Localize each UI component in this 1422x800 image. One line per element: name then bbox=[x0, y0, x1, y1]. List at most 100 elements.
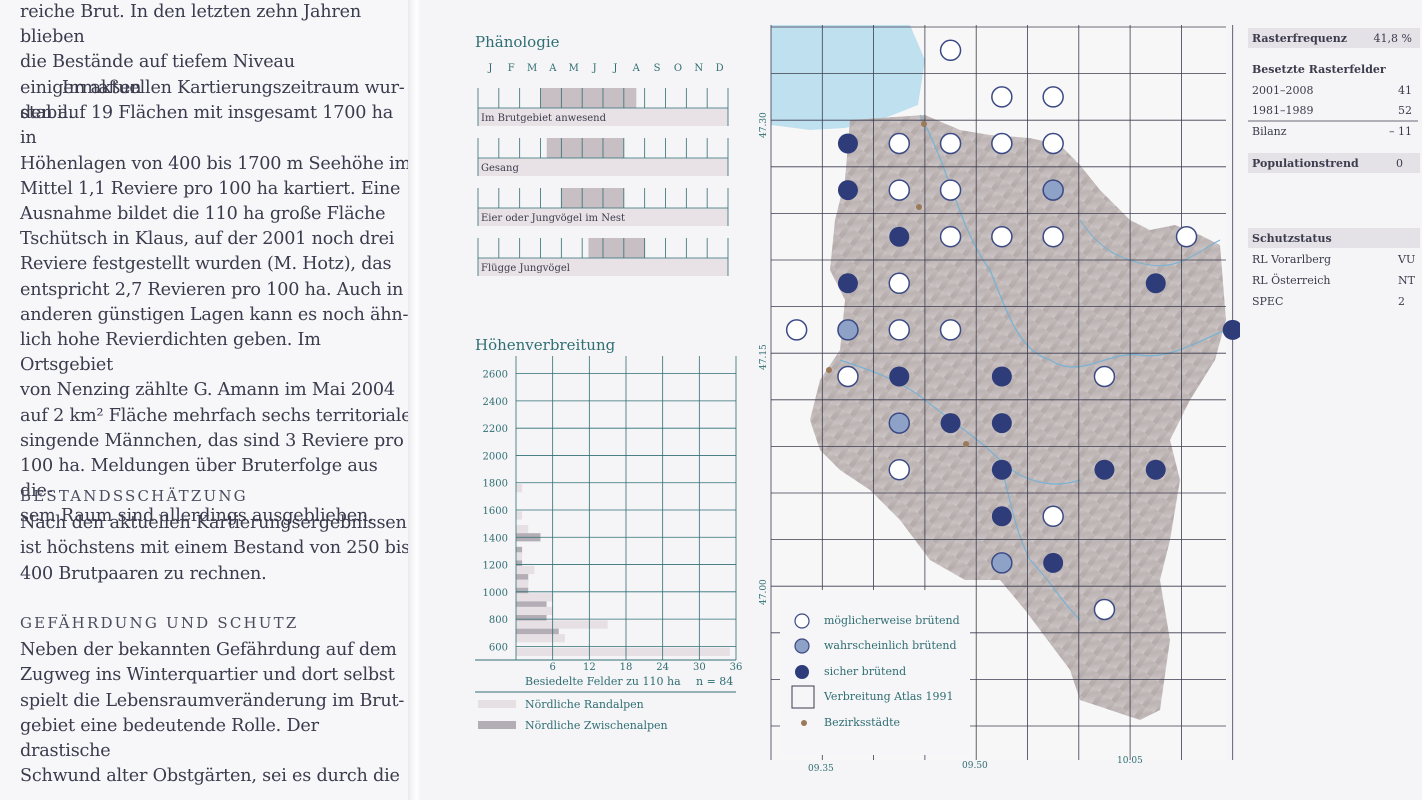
schutz-title: Schutzstatus bbox=[1252, 232, 1332, 245]
terrain-relief bbox=[810, 115, 1226, 720]
bar-randalpen bbox=[516, 593, 553, 602]
n-label: n = 84 bbox=[696, 675, 733, 688]
rasterfrequenz-value: 41,8 % bbox=[1374, 32, 1412, 45]
text-line: spielt die Lebensraumveränderung im Brut… bbox=[20, 690, 405, 711]
lon-label: 09.50 bbox=[962, 761, 988, 771]
river-2 bbox=[839, 359, 1081, 485]
paragraph-2: Im aktuellen Kartierungszeitraum wur- de… bbox=[20, 76, 412, 530]
record-certain-circle bbox=[991, 506, 1012, 527]
text-line: den auf 19 Flächen mit insgesamt 1700 ha… bbox=[20, 103, 394, 149]
stats-row-label: 1981–1989 bbox=[1252, 104, 1314, 117]
record-possible-circle bbox=[1042, 132, 1064, 155]
section-bestandsschaetzung: BESTANDSSCHÄTZUNG Nach den aktuellen Kar… bbox=[20, 484, 410, 587]
record-possible-circle bbox=[1042, 86, 1064, 108]
record-possible-circle bbox=[888, 179, 910, 201]
besetzte-title: Besetzte Rasterfelder bbox=[1252, 63, 1386, 76]
page-gutter bbox=[408, 0, 422, 800]
bar-randalpen bbox=[516, 647, 730, 656]
legend-zwischenalpen: Nördliche Zwischenalpen bbox=[525, 719, 668, 732]
town-marker bbox=[826, 367, 832, 373]
record-probable-circle bbox=[888, 412, 910, 434]
text-line: stabil. bbox=[20, 102, 74, 123]
legend-label: möglicherweise brütend bbox=[824, 614, 960, 627]
phenology-label-band bbox=[478, 108, 728, 126]
record-possible-circle bbox=[939, 179, 962, 201]
record-certain-circle bbox=[1145, 459, 1166, 480]
month-label: J bbox=[612, 63, 617, 74]
record-possible-circle bbox=[991, 86, 1013, 108]
text-line: sem Raum sind allerdings ausgeblieben. bbox=[20, 506, 374, 527]
phenology-bar bbox=[540, 88, 637, 108]
x-tick-label: 6 bbox=[549, 662, 555, 673]
section-heading: BESTANDSSCHÄTZUNG bbox=[20, 487, 248, 505]
record-possible-circle bbox=[991, 132, 1013, 155]
x-tick-label: 36 bbox=[730, 662, 743, 673]
lat-label: 47.15 bbox=[759, 344, 769, 370]
record-possible-circle bbox=[837, 365, 859, 388]
record-probable-circle bbox=[991, 552, 1013, 574]
schutz-row-value: VU bbox=[1397, 253, 1415, 266]
river-1 bbox=[919, 114, 1227, 368]
text-line: 100 ha. Meldungen über Bruterfolge aus d… bbox=[20, 456, 378, 502]
trend-label: Populationstrend bbox=[1252, 157, 1359, 170]
month-label: M bbox=[527, 63, 537, 74]
phenology-label-band bbox=[478, 158, 728, 176]
phenology-row-label: Eier oder Jungvögel im Nest bbox=[481, 213, 625, 224]
phenology-title: Phänologie bbox=[475, 33, 560, 51]
phenology-label-band bbox=[478, 208, 728, 226]
stats-row-label: Bilanz bbox=[1252, 125, 1287, 138]
x-tick-label: 12 bbox=[583, 662, 596, 673]
bar-randalpen bbox=[516, 511, 523, 520]
stats-row-label: 2001–2008 bbox=[1252, 84, 1314, 97]
bar-randalpen bbox=[516, 606, 553, 615]
lon-label: 10.05 bbox=[1117, 756, 1143, 766]
stats-panel: Rasterfrequenz 41,8 % Besetzte Rasterfel… bbox=[1248, 28, 1420, 308]
record-certain-circle bbox=[889, 366, 910, 387]
paragraph-1: reiche Brut. In den letzten zehn Jahren … bbox=[20, 0, 412, 126]
text-line: reiche Brut. In den letzten zehn Jahren … bbox=[20, 2, 361, 48]
record-certain-circle bbox=[940, 413, 961, 434]
record-possible-circle bbox=[939, 132, 962, 155]
record-certain-circle bbox=[889, 226, 910, 247]
month-label: A bbox=[548, 63, 557, 74]
y-tick-label: 1800 bbox=[483, 479, 508, 490]
phenology-bar bbox=[561, 188, 624, 208]
text-line: gebiet eine bedeutende Rolle. Der drasti… bbox=[20, 715, 319, 762]
x-tick-label: 30 bbox=[693, 662, 706, 673]
record-possible-circle bbox=[888, 272, 910, 295]
schutz-bar bbox=[1248, 228, 1420, 248]
text-line: 400 Brutpaaren zu rechnen. bbox=[20, 563, 267, 584]
text-line: Höhenlagen von 400 bis 1700 m Seehöhe im bbox=[20, 153, 411, 174]
y-tick-label: 1400 bbox=[483, 533, 508, 544]
text-line: anderen günstigen Lagen kann es noch ähn… bbox=[20, 304, 409, 325]
y-tick-label: 1600 bbox=[483, 506, 508, 517]
phenology-row-label: Im Brutgebiet anwesend bbox=[481, 113, 607, 124]
map-records bbox=[785, 39, 1240, 621]
lat-label: 47.00 bbox=[759, 579, 769, 605]
record-certain-circle bbox=[837, 273, 858, 294]
record-possible-circle bbox=[888, 458, 910, 481]
month-label: S bbox=[654, 63, 661, 74]
record-possible-circle bbox=[1175, 225, 1198, 248]
legend-probable-icon bbox=[794, 638, 810, 654]
legend-swatch-zwischenalpen bbox=[478, 721, 516, 729]
y-tick-label: 1200 bbox=[483, 561, 508, 572]
phenology-label-band bbox=[478, 258, 728, 276]
bar-randalpen bbox=[516, 579, 529, 588]
bar-randalpen bbox=[516, 552, 523, 561]
bar-zwischenalpen bbox=[516, 601, 547, 610]
trend-bar bbox=[1248, 153, 1420, 173]
town-marker bbox=[963, 441, 969, 447]
phenology-chart: Phänologie J F M A M J J A S O N DIm Brutgebiet anw… bbox=[475, 33, 729, 276]
bar-zwischenalpen bbox=[516, 628, 559, 637]
record-certain-circle bbox=[837, 180, 858, 201]
record-probable-circle bbox=[837, 319, 859, 341]
text-line: Reviere festgestellt wurden (M. Hotz), d… bbox=[20, 254, 392, 275]
text-line: die Bestände auf tiefem Niveau einigerma… bbox=[20, 52, 295, 98]
legend-town-icon bbox=[801, 720, 807, 726]
record-certain-circle bbox=[1145, 273, 1166, 294]
month-label: J bbox=[487, 63, 492, 74]
y-tick-label: 2600 bbox=[483, 370, 508, 381]
record-certain-circle bbox=[991, 366, 1012, 387]
stats-row-value: 41 bbox=[1398, 84, 1412, 97]
